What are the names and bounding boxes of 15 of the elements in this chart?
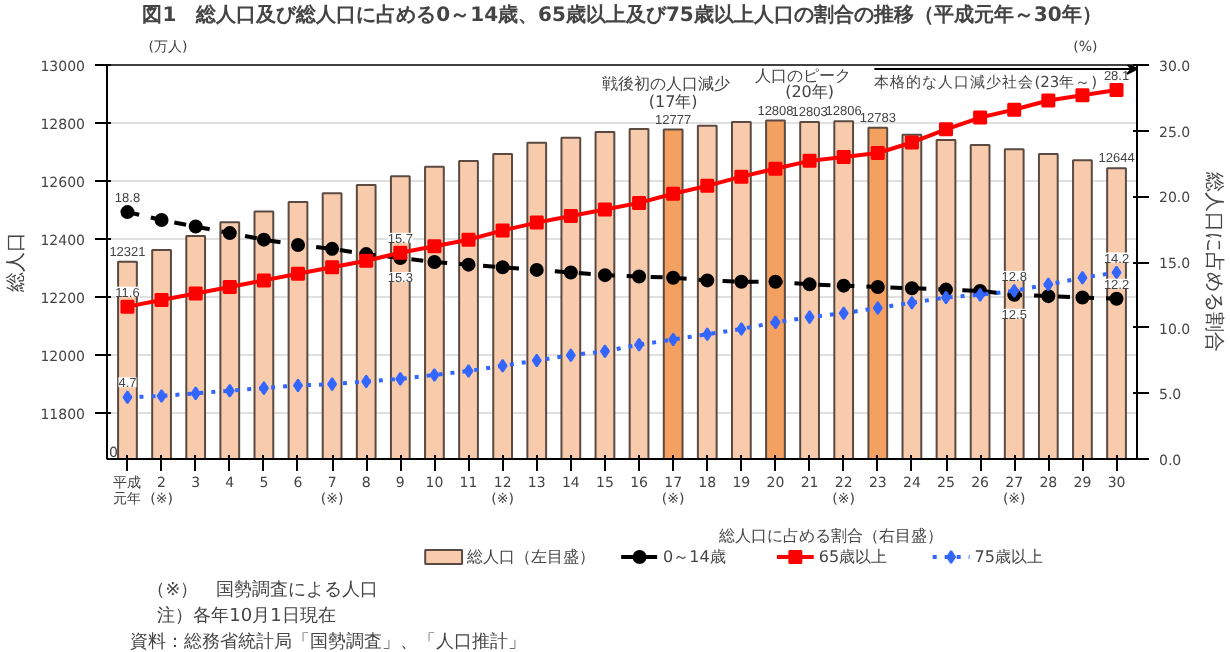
text: （※） 国勢調査による人口 xyxy=(147,579,379,601)
y2-axis-title: 総人口に占める割合 xyxy=(1202,170,1227,352)
legend-label: 0～14歳 xyxy=(663,548,726,566)
annotation: 戦後初の人口減少 xyxy=(602,74,731,93)
y-axis-title: 総人口 xyxy=(4,232,29,294)
annotation: (17年) xyxy=(648,92,698,111)
legend-label: 総人口（左目盛） xyxy=(465,548,596,566)
chart-title: 図1 総人口及び総人口に占める0～14歳、65歳以上及び75歳以上人口の割合の推移（平成元年～30年） xyxy=(142,3,1102,27)
legend-label: 65歳以上 xyxy=(818,548,888,566)
legend-title: 総人口に占める割合（右目盛） xyxy=(717,527,944,545)
text: 資料：総務省統計局「国勢調査」、「人口推計」 xyxy=(130,631,527,652)
annotation: (20年) xyxy=(785,82,834,101)
text: 注）各年10月1日現在 xyxy=(157,605,336,627)
legend-label: 75歳以上 xyxy=(974,548,1043,566)
annotation: 人口のピーク xyxy=(754,66,851,85)
